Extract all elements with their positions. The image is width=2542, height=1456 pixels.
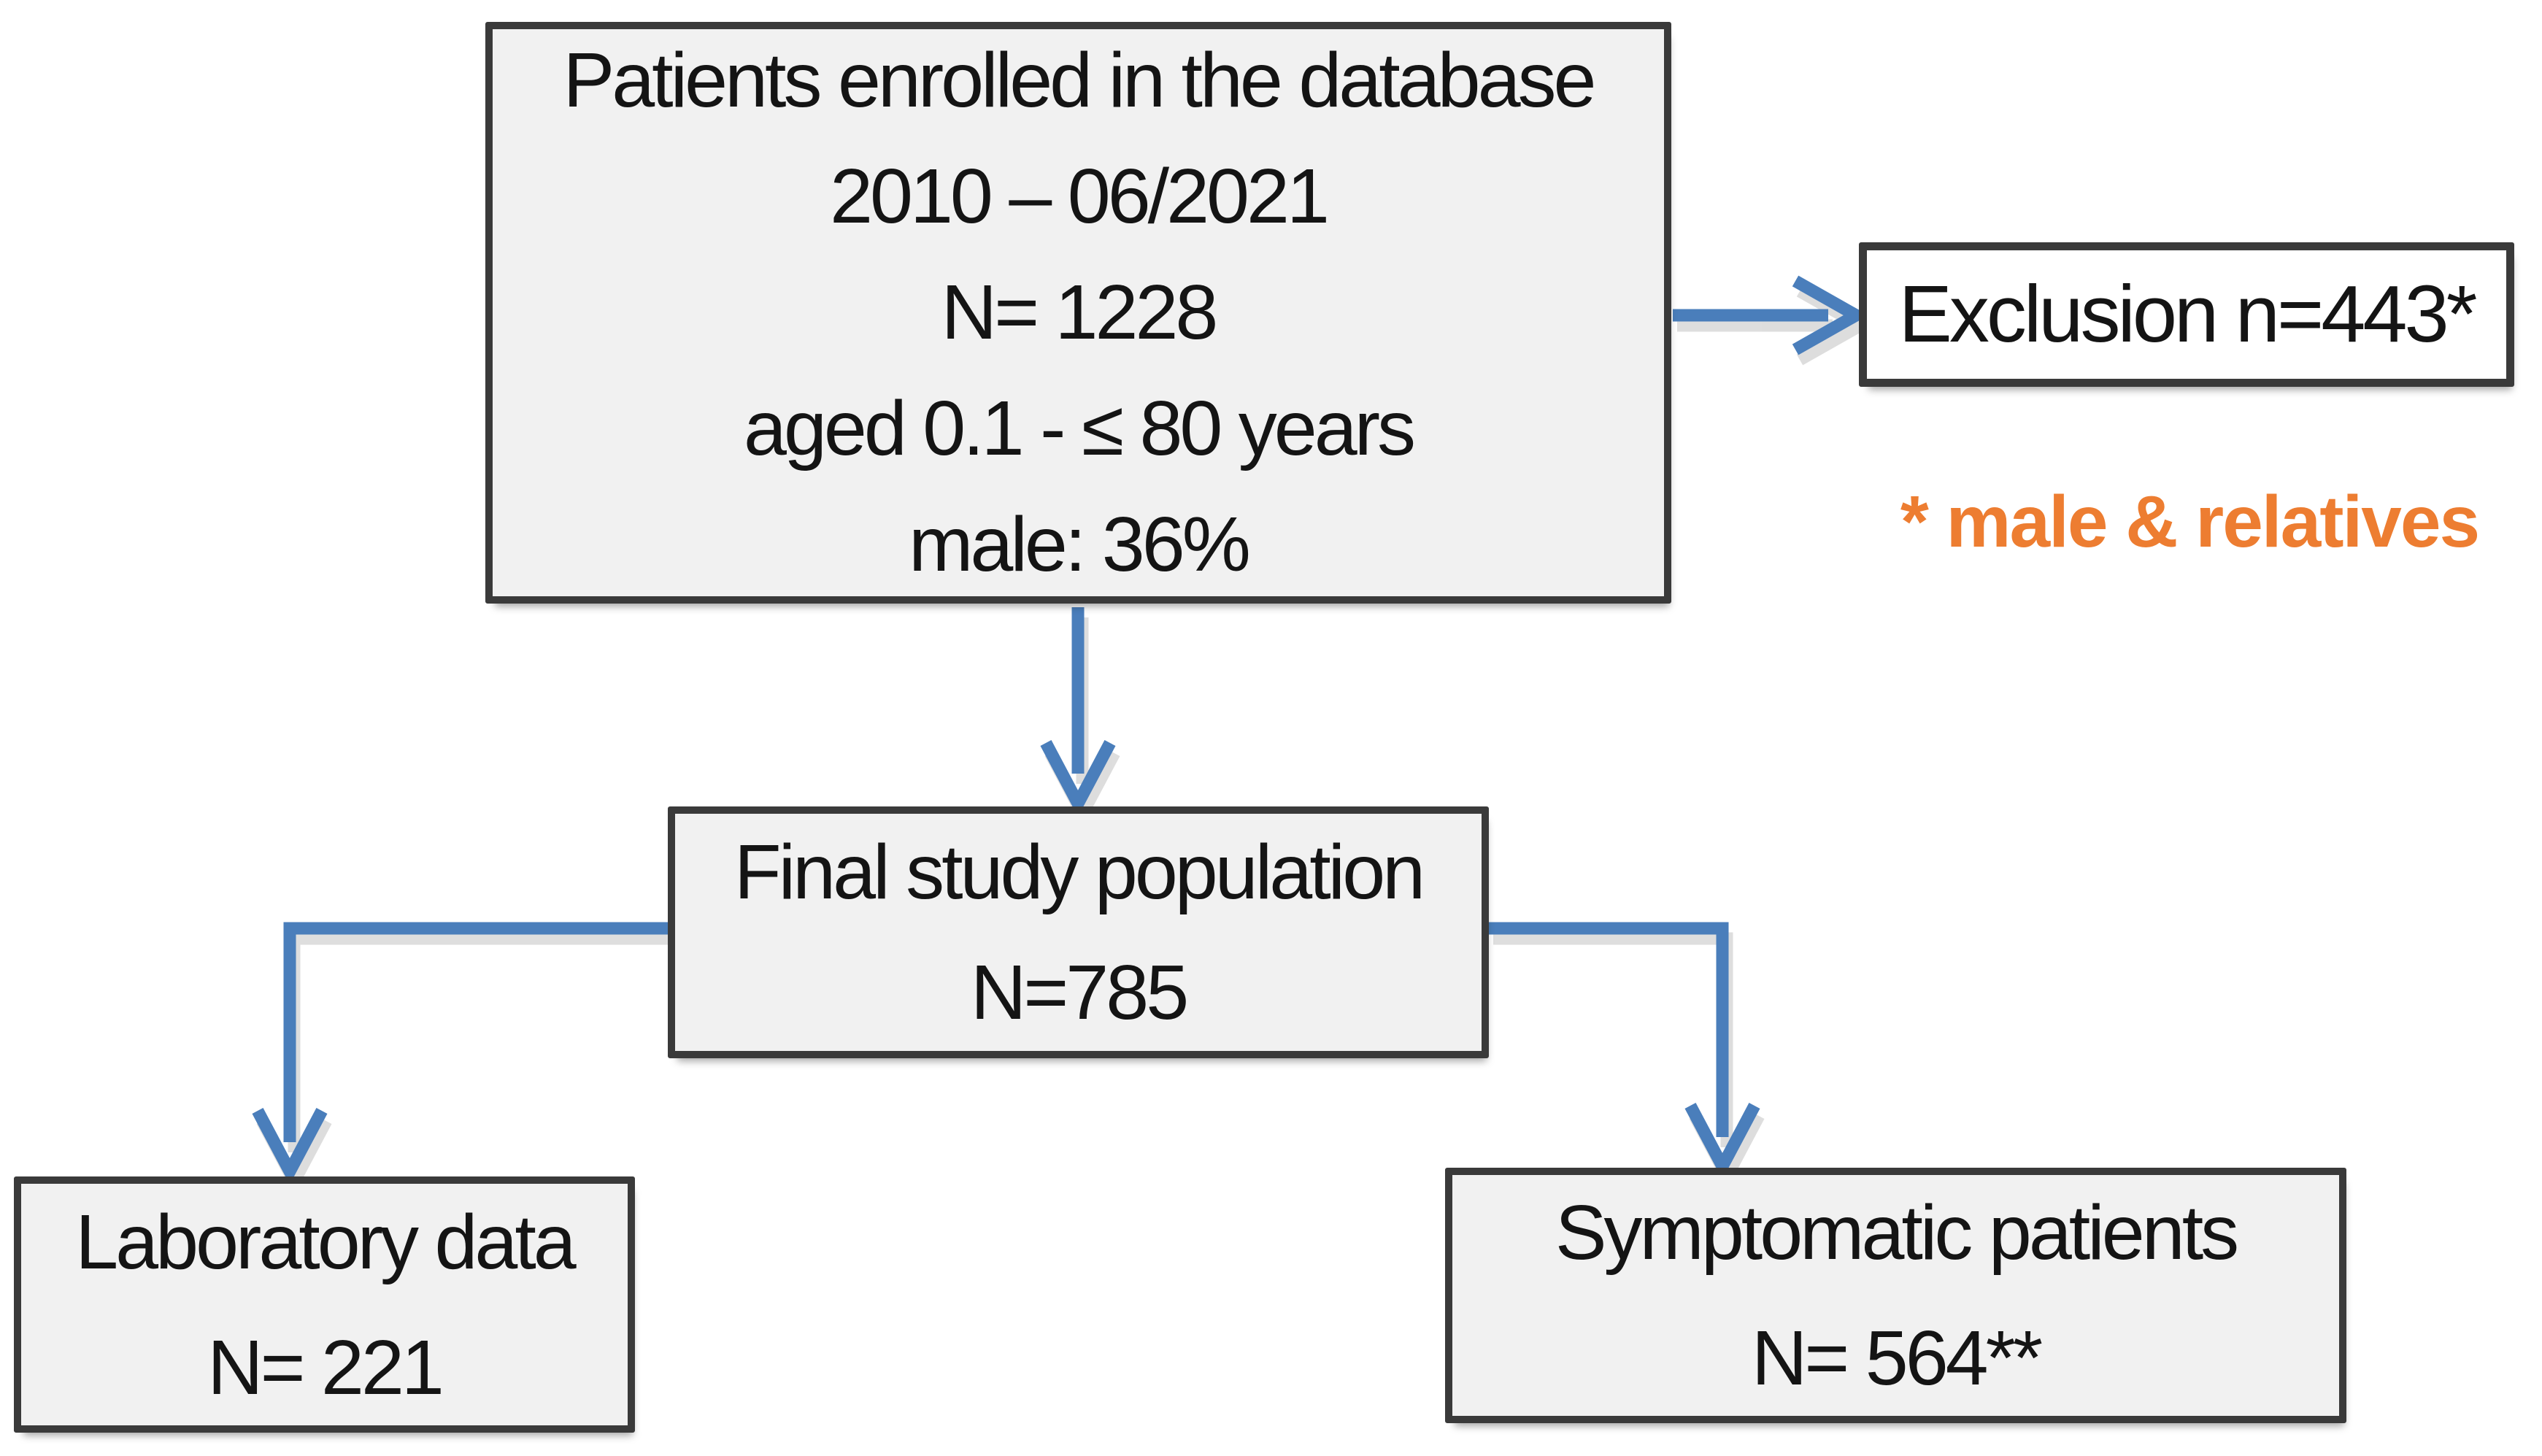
arrow-final-to-symptomatic-head [1684,1103,1760,1180]
enrolled-line-n: N= 1228 [941,269,1219,355]
exclusion-footnote: * male & relatives [1900,480,2480,563]
symptomatic-line-n: N= 564** [1751,1315,2043,1401]
arrow-final-to-symptomatic-shaft [1489,922,1729,1137]
final-line-title: Final study population [733,828,1425,915]
arrow-enrolled-to-exclusion-head [1792,275,1869,355]
node-symptomatic-patients: Symptomatic patients N= 564** [1445,1168,2346,1423]
node-exclusion: Exclusion n=443* [1859,242,2514,387]
exclusion-label: Exclusion n=443* [1898,269,2477,359]
node-laboratory-data: Laboratory data N= 221 [14,1176,635,1433]
laboratory-line-title: Laboratory data [75,1198,577,1285]
laboratory-line-n: N= 221 [207,1324,444,1411]
enrolled-line-title: Patients enrolled in the database [563,37,1597,123]
arrow-enrolled-to-final-head [1040,740,1116,817]
node-patients-enrolled: Patients enrolled in the database 2010 –… [485,22,1671,604]
arrow-final-to-laboratory-shaft [283,922,668,1142]
arrow-final-to-laboratory-head [252,1108,328,1185]
node-final-study-population: Final study population N=785 [668,806,1489,1058]
enrolled-line-period: 2010 – 06/2021 [830,153,1330,239]
enrolled-line-male: male: 36% [909,501,1251,588]
final-line-n: N=785 [970,949,1189,1036]
enrolled-line-age: aged 0.1 - ≤ 80 years [744,385,1416,471]
symptomatic-line-title: Symptomatic patients [1555,1190,2239,1276]
